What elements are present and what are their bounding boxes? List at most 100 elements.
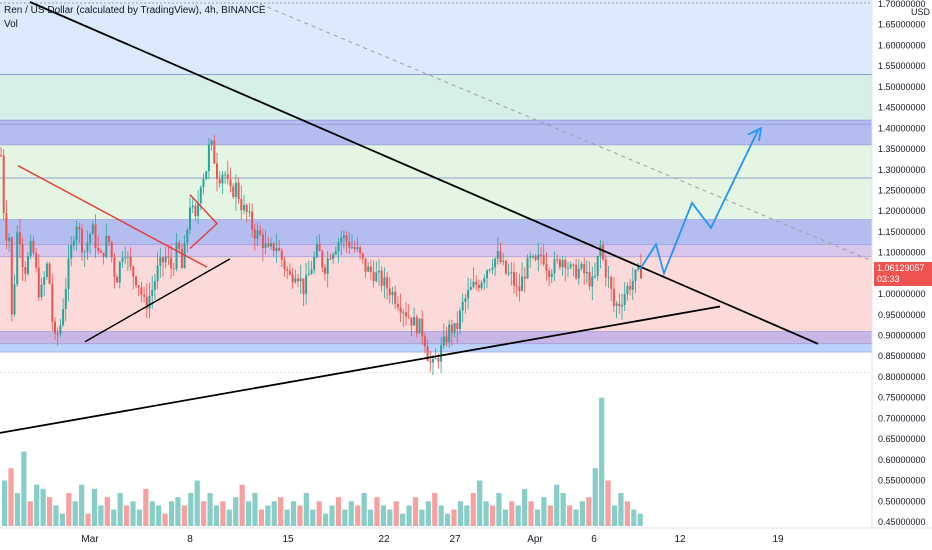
candle-body xyxy=(415,317,418,334)
candle-body xyxy=(64,288,67,310)
candle-body xyxy=(251,211,254,230)
candle-body xyxy=(307,273,310,276)
candle-body xyxy=(610,277,613,289)
volume-bar xyxy=(258,509,265,526)
candles xyxy=(0,135,642,376)
candle-body xyxy=(561,259,564,268)
candle-body xyxy=(94,224,97,249)
candle-body xyxy=(81,229,83,253)
zone-2 xyxy=(0,120,872,145)
volume-bar xyxy=(367,509,374,526)
volume-bars xyxy=(2,397,643,526)
candle-body xyxy=(37,267,40,298)
candle-body xyxy=(591,276,594,287)
volume-bar xyxy=(464,505,470,526)
time-axis[interactable]: Mar 8 15 22 27 Apr 6 12 19 xyxy=(0,527,932,550)
candle-body xyxy=(194,205,197,217)
x-tick-label: Mar xyxy=(81,534,99,545)
candle-body xyxy=(197,203,200,217)
volume-bar xyxy=(136,509,143,526)
pennant-support-line xyxy=(84,258,231,343)
candle-body xyxy=(8,237,11,241)
volume-bar xyxy=(194,480,200,526)
candle-body xyxy=(170,257,173,269)
candle-body xyxy=(224,174,227,176)
volume-bar xyxy=(123,505,130,526)
y-tick-label: 0.60000000 xyxy=(878,455,926,465)
candle-body xyxy=(448,324,451,343)
volume-bar xyxy=(496,492,502,526)
candle-body xyxy=(178,242,181,249)
candle-body xyxy=(43,276,46,285)
candle-body xyxy=(132,266,135,277)
volume-bar xyxy=(156,505,162,526)
candle-body xyxy=(16,232,19,285)
x-tick-label: 12 xyxy=(674,534,686,545)
x-tick-label: 27 xyxy=(449,534,461,545)
candle-body xyxy=(78,226,81,230)
candle-body xyxy=(27,256,29,274)
candle-body xyxy=(507,272,510,274)
candle-body xyxy=(280,250,283,260)
candle-body xyxy=(553,259,556,274)
candle-body xyxy=(124,257,127,259)
volume-bar xyxy=(348,501,354,526)
volume-bar xyxy=(34,484,40,526)
volume-bar xyxy=(566,505,573,526)
volume-bar xyxy=(284,509,290,526)
candle-body xyxy=(326,258,329,274)
candle-body xyxy=(556,259,559,261)
candle-body xyxy=(89,234,92,243)
candle-body xyxy=(521,276,524,291)
candle-body xyxy=(537,254,540,260)
candle-body xyxy=(602,245,605,260)
candle-body xyxy=(437,358,440,362)
candle-body xyxy=(13,284,16,315)
y-tick-label: 0.75000000 xyxy=(878,393,926,403)
volume-bar xyxy=(213,505,220,526)
y-tick-label: 0.50000000 xyxy=(878,496,926,506)
y-tick-label: 1.35000000 xyxy=(878,144,926,154)
candle-body xyxy=(116,277,119,283)
volume-bar xyxy=(374,497,380,526)
descending-trendline xyxy=(29,1,819,345)
candle-body xyxy=(421,318,424,337)
candle-body xyxy=(310,269,313,274)
candle-body xyxy=(213,140,216,164)
candle-body xyxy=(631,281,634,290)
candle-body xyxy=(10,237,13,315)
candle-body xyxy=(302,278,305,294)
candle-body xyxy=(313,256,316,270)
y-tick-label: 1.30000000 xyxy=(878,165,926,175)
candle-body xyxy=(62,309,65,326)
candle-body xyxy=(210,140,213,145)
zone-3 xyxy=(0,144,872,220)
candle-body xyxy=(321,251,324,268)
candle-body xyxy=(388,288,391,296)
candle-body xyxy=(297,278,299,282)
candle-body xyxy=(612,288,615,306)
y-tick-label: 0.80000000 xyxy=(878,372,926,382)
volume-bar xyxy=(104,497,110,526)
candle-body xyxy=(240,199,243,211)
volume-bar xyxy=(400,513,406,526)
candle-body xyxy=(143,294,146,297)
volume-bar xyxy=(252,492,258,526)
x-tick-label: 15 xyxy=(282,534,294,545)
candle-body xyxy=(275,247,278,251)
volume-bar xyxy=(143,488,149,526)
candle-body xyxy=(615,303,618,306)
candle-body xyxy=(483,278,486,283)
candle-body xyxy=(270,243,272,247)
candle-body xyxy=(453,322,456,333)
y-tick-label: 0.45000000 xyxy=(878,517,926,527)
volume-bar xyxy=(233,497,239,526)
candle-body xyxy=(629,285,632,290)
volume-bar xyxy=(8,468,14,526)
zone-4 xyxy=(0,219,872,245)
candle-body xyxy=(531,255,534,257)
candle-body xyxy=(621,304,623,307)
candle-body xyxy=(607,277,610,279)
candle-body xyxy=(378,270,380,273)
